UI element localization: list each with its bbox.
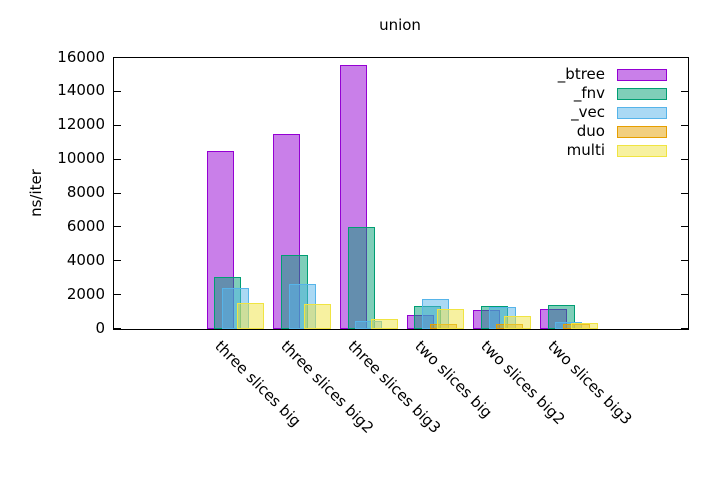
y-tick-label: 4000 — [66, 250, 105, 269]
y-tick-mark — [681, 57, 688, 58]
legend-swatch-icon — [617, 106, 667, 119]
y-tick-mark — [114, 294, 121, 296]
y-tick-mark — [681, 260, 688, 262]
legend-swatch-icon — [617, 125, 667, 138]
y-tick-mark — [681, 90, 688, 92]
y-tick-label: 14000 — [57, 81, 105, 100]
legend-item: multi — [558, 141, 667, 160]
y-tick-mark — [114, 328, 121, 329]
y-tick-mark — [114, 260, 121, 262]
y-tick-mark — [681, 226, 688, 228]
legend-label: _fnv — [573, 84, 605, 102]
y-tick-mark — [681, 124, 688, 126]
legend-label: multi — [566, 141, 605, 159]
y-tick-mark — [114, 226, 121, 228]
y-tick-mark — [681, 192, 688, 194]
y-tick-mark — [681, 158, 688, 160]
legend-item: _btree — [558, 65, 667, 84]
y-tick-label: 8000 — [66, 183, 105, 201]
legend-item: _vec — [558, 103, 667, 122]
bar-multi-0 — [237, 302, 265, 329]
legend-swatch-icon — [617, 87, 667, 100]
y-tick-label: 0 — [95, 318, 105, 337]
legend-item: duo — [558, 122, 667, 141]
y-tick-label: 2000 — [66, 284, 105, 303]
y-tick-label: 10000 — [57, 149, 105, 168]
bar-multi-4 — [504, 316, 532, 329]
legend-swatch-icon — [617, 68, 667, 81]
y-tick-label: 16000 — [57, 47, 105, 66]
legend-swatch-icon — [617, 144, 667, 157]
bar-multi-5 — [570, 323, 598, 329]
bar-multi-3 — [437, 308, 465, 329]
y-tick-mark — [114, 57, 121, 58]
legend-label: duo — [576, 122, 605, 140]
legend: _btree _fnv _vec duo multi — [558, 65, 667, 160]
chart-title: union — [379, 16, 421, 34]
y-tick-label: 6000 — [66, 216, 105, 235]
y-tick-mark — [681, 294, 688, 296]
y-tick-mark — [114, 192, 121, 194]
y-tick-label: 12000 — [57, 115, 105, 134]
legend-item: _fnv — [558, 84, 667, 103]
y-tick-mark — [681, 328, 688, 329]
y-tick-mark — [114, 158, 121, 160]
y-tick-mark — [114, 90, 121, 92]
plot-area: _btree _fnv _vec duo multi — [113, 57, 689, 330]
legend-label: _vec — [571, 103, 605, 121]
y-tick-mark — [114, 124, 121, 126]
bar-fnv-2 — [347, 227, 375, 329]
bar-multi-1 — [304, 303, 332, 329]
bar-multi-2 — [370, 318, 398, 329]
legend-label: _btree — [557, 65, 605, 83]
